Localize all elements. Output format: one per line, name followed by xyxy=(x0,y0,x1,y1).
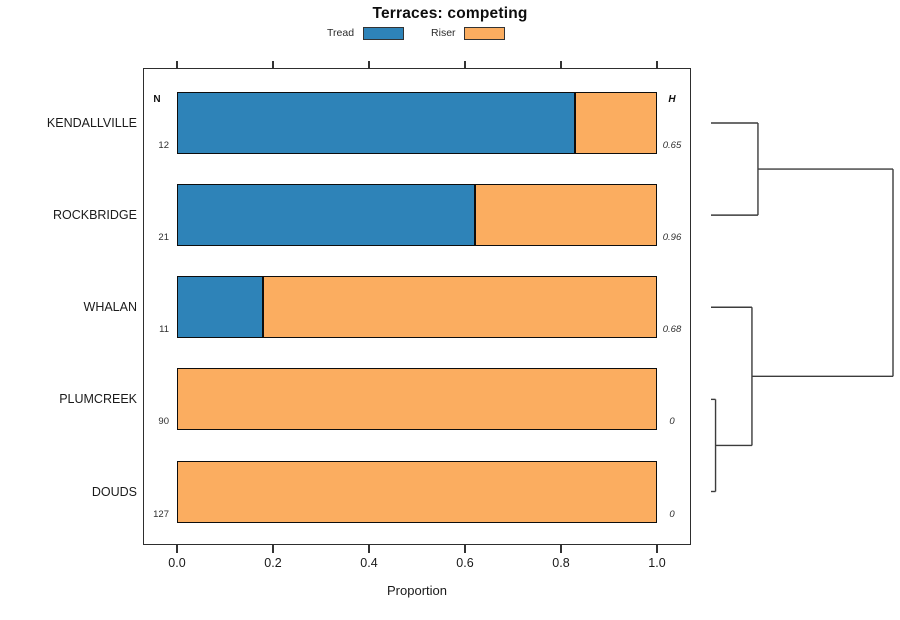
x-axis-tick-top xyxy=(656,60,658,68)
h-value: 0 xyxy=(669,508,675,520)
x-axis-tick-label: 0.8 xyxy=(552,556,570,570)
x-axis-tick-top xyxy=(176,60,178,68)
x-axis-tick-label: 0.4 xyxy=(360,556,378,570)
n-value: 90 xyxy=(158,416,169,428)
x-axis-tick-bottom xyxy=(176,545,178,553)
bar-segment-riser xyxy=(177,460,657,523)
x-axis-tick-label: 1.0 xyxy=(648,556,666,570)
n-value: 12 xyxy=(158,140,169,151)
n-value: 21 xyxy=(158,232,169,244)
bar-segment-riser xyxy=(263,276,657,339)
x-axis-tick-label: 0.2 xyxy=(264,556,282,570)
category-label: KENDALLVILLE xyxy=(46,116,137,130)
legend: Tread Riser xyxy=(327,25,505,41)
legend-swatch-riser xyxy=(463,26,505,40)
x-axis-tick-bottom xyxy=(272,545,274,553)
h-value: 0.68 xyxy=(662,324,682,336)
legend-label-riser: Riser xyxy=(431,27,456,39)
x-axis-tick-bottom xyxy=(368,545,370,553)
x-axis-tick-label: 0.6 xyxy=(456,556,474,570)
x-axis-tick-top xyxy=(272,60,274,68)
category-label: DOUDS xyxy=(91,484,137,499)
bar-segment-riser xyxy=(575,92,657,154)
x-axis-tick-bottom xyxy=(656,545,658,553)
bar-segment-tread xyxy=(177,276,264,339)
chart-title: Terraces: competing xyxy=(372,5,528,22)
n-value: 127 xyxy=(153,508,169,520)
x-axis-tick-bottom xyxy=(464,545,466,553)
n-column-header: N xyxy=(153,94,161,105)
x-axis-tick-top xyxy=(464,60,466,68)
h-value: 0.65 xyxy=(662,140,682,151)
n-value: 11 xyxy=(159,324,169,336)
bar-segment-tread xyxy=(177,92,576,154)
x-axis-tick-bottom xyxy=(560,545,562,553)
x-axis-title: Proportion xyxy=(387,583,447,598)
h-value: 0.96 xyxy=(662,232,682,244)
legend-label-tread: Tread xyxy=(327,27,355,39)
bar-segment-riser xyxy=(177,368,657,431)
x-axis-tick-top xyxy=(560,60,562,68)
h-value: 0 xyxy=(669,416,675,428)
bar-segment-riser xyxy=(474,184,657,247)
category-label: WHALAN xyxy=(83,300,137,315)
bar-segment-tread xyxy=(177,184,475,247)
category-label: PLUMCREEK xyxy=(59,392,137,407)
category-label: ROCKBRIDGE xyxy=(52,208,137,223)
x-axis-tick-top xyxy=(368,60,370,68)
x-axis-tick-label: 0.0 xyxy=(168,556,186,570)
h-column-header: H xyxy=(668,94,676,105)
legend-swatch-tread xyxy=(363,26,405,40)
